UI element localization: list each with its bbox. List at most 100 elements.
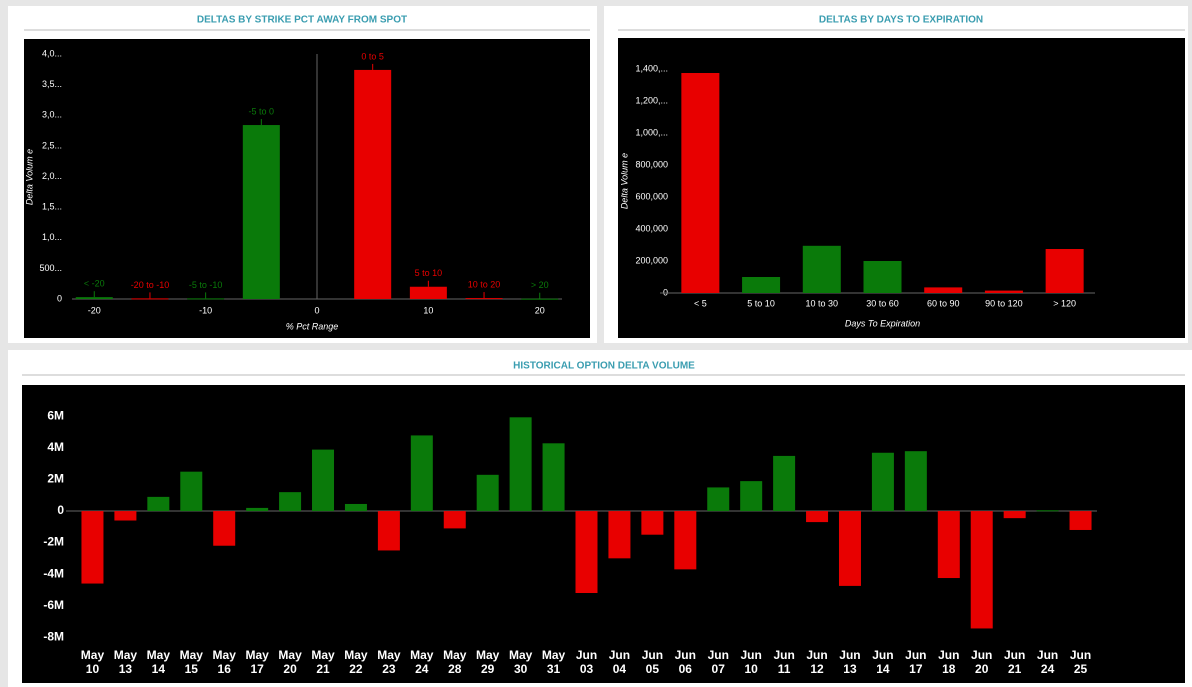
x-tick-label: Jun 13	[839, 648, 861, 676]
bar	[871, 452, 894, 512]
x-tick-label: Jun 20	[971, 648, 993, 676]
x-tick-label: May 29	[476, 648, 500, 676]
x-axis-label: Days To Expiration	[845, 318, 920, 328]
x-tick-label: Jun 06	[674, 648, 696, 676]
bar	[542, 443, 565, 512]
x-tick-label: May 21	[311, 648, 335, 676]
x-tick-label: 10	[423, 305, 433, 315]
bar	[476, 474, 499, 512]
y-tick-label: 200,000	[635, 255, 668, 265]
x-tick-label: May 13	[113, 648, 138, 676]
y-tick-label: 1,200,...	[635, 95, 668, 105]
chart-title: DELTAS BY DAYS TO EXPIRATION	[819, 15, 983, 26]
bar	[213, 511, 236, 546]
x-tick-label: 5 to 10	[747, 298, 775, 308]
x-tick-label: -10	[199, 305, 212, 315]
data-label: 0 to 5	[361, 51, 384, 61]
bar	[707, 487, 730, 512]
x-tick-label: Jun 03	[575, 648, 598, 676]
data-label: 10 to 20	[468, 279, 501, 289]
data-label: -5 to -10	[189, 280, 223, 290]
data-label: > 20	[531, 280, 549, 290]
bar	[187, 298, 225, 300]
bar	[674, 511, 697, 570]
bar	[377, 511, 400, 551]
x-tick-label: 20	[535, 305, 545, 315]
y-tick-label: 2,5...	[42, 140, 62, 150]
x-tick-label: -20	[88, 305, 101, 315]
y-tick-label: 800,000	[635, 159, 668, 169]
x-tick-label: < 5	[694, 298, 707, 308]
bar	[465, 298, 503, 300]
x-tick-label: Jun 18	[938, 648, 960, 676]
x-axis-label: % Pct Range	[286, 321, 339, 331]
bar	[114, 511, 137, 521]
bar	[409, 286, 447, 299]
bar	[344, 503, 367, 512]
bar	[312, 449, 335, 512]
chart-title: DELTAS BY STRIKE PCT AWAY FROM SPOT	[197, 15, 407, 26]
plot-area	[24, 39, 590, 338]
bar	[608, 511, 631, 559]
x-tick-label: 90 to 120	[985, 298, 1023, 308]
x-tick-label: May 31	[541, 648, 566, 676]
data-label: -5 to 0	[249, 106, 275, 116]
bar	[937, 511, 960, 579]
bar	[75, 297, 113, 299]
y-tick-label: 1,0...	[42, 232, 62, 242]
bar	[1036, 510, 1059, 512]
x-tick-label: May 30	[508, 648, 533, 676]
bar	[242, 125, 280, 299]
y-tick-label: -4M	[43, 566, 64, 580]
data-label: < -20	[84, 279, 105, 289]
y-axis-label: Delta Volum e	[24, 149, 34, 205]
data-label: -20 to -10	[131, 280, 170, 290]
bar	[742, 277, 781, 293]
x-tick-label: May 20	[278, 648, 302, 676]
x-tick-label: Jun 25	[1069, 648, 1092, 676]
x-tick-label: Jun 05	[641, 648, 664, 676]
data-label: 5 to 10	[415, 268, 443, 278]
x-tick-label: May 24	[410, 648, 434, 676]
bar	[1045, 249, 1084, 293]
bar	[246, 507, 269, 512]
bar	[681, 73, 720, 293]
x-tick-label: May 28	[443, 648, 467, 676]
x-tick-label: May 10	[80, 648, 105, 676]
bar	[1003, 511, 1026, 519]
bar	[740, 481, 763, 512]
x-tick-label: 0	[314, 305, 319, 315]
bar	[641, 511, 664, 535]
y-tick-label: 6M	[47, 409, 64, 423]
y-tick-label: -6M	[43, 598, 64, 612]
x-tick-label: Jun 07	[707, 648, 729, 676]
bar	[838, 511, 861, 586]
y-tick-label: 2M	[47, 472, 64, 486]
y-tick-label: 600,000	[635, 191, 668, 201]
y-tick-label: 1,5...	[42, 202, 62, 212]
x-tick-label: May 15	[179, 648, 203, 676]
chart-title: HISTORICAL OPTION DELTA VOLUME	[513, 361, 695, 372]
x-tick-label: > 120	[1053, 298, 1076, 308]
bar	[773, 455, 796, 512]
y-tick-label: -8M	[43, 629, 64, 643]
x-tick-label: 10 to 30	[806, 298, 839, 308]
x-tick-label: Jun 04	[608, 648, 631, 676]
y-axis-label: Delta Volum e	[619, 153, 629, 209]
y-tick-label: 500...	[39, 263, 62, 273]
bar	[180, 471, 203, 512]
bar	[354, 69, 392, 299]
y-tick-label: 0	[57, 293, 62, 303]
bar	[81, 511, 104, 584]
bar	[904, 451, 927, 512]
y-tick-label: 0	[663, 287, 668, 297]
bar	[509, 417, 532, 512]
x-tick-label: Jun 21	[1003, 648, 1026, 676]
y-tick-label: 0	[57, 503, 64, 517]
bar	[131, 298, 169, 300]
bar	[1069, 511, 1092, 530]
bar	[279, 492, 302, 512]
y-tick-label: 4,0...	[42, 48, 62, 58]
plot-area	[22, 385, 1185, 683]
